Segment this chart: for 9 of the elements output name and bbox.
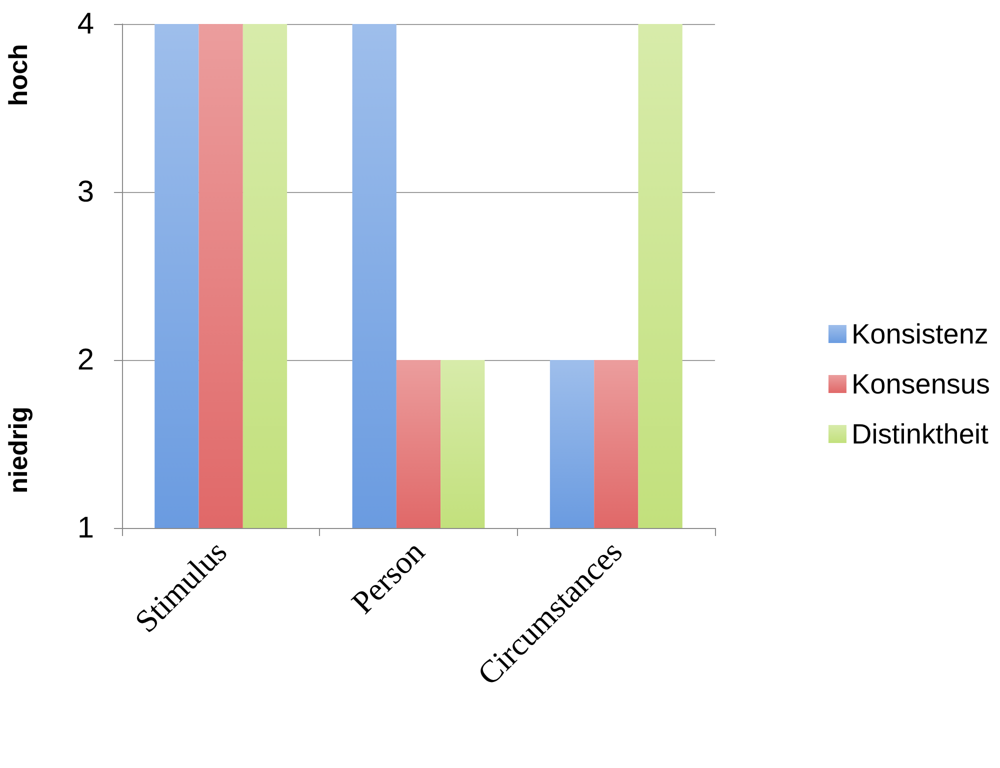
text: hoch <box>3 44 33 106</box>
legend-label: Distinktheit <box>851 418 989 450</box>
y-tick-label: 3 <box>77 176 94 208</box>
text: niedrig <box>3 406 33 494</box>
legend-label: Konsensus <box>851 368 990 400</box>
y-tick-label: 4 <box>77 8 94 40</box>
y-tick-label: 1 <box>77 512 94 544</box>
legend-label: Konsistenz <box>851 318 988 350</box>
y-tick-label: 2 <box>77 344 94 376</box>
